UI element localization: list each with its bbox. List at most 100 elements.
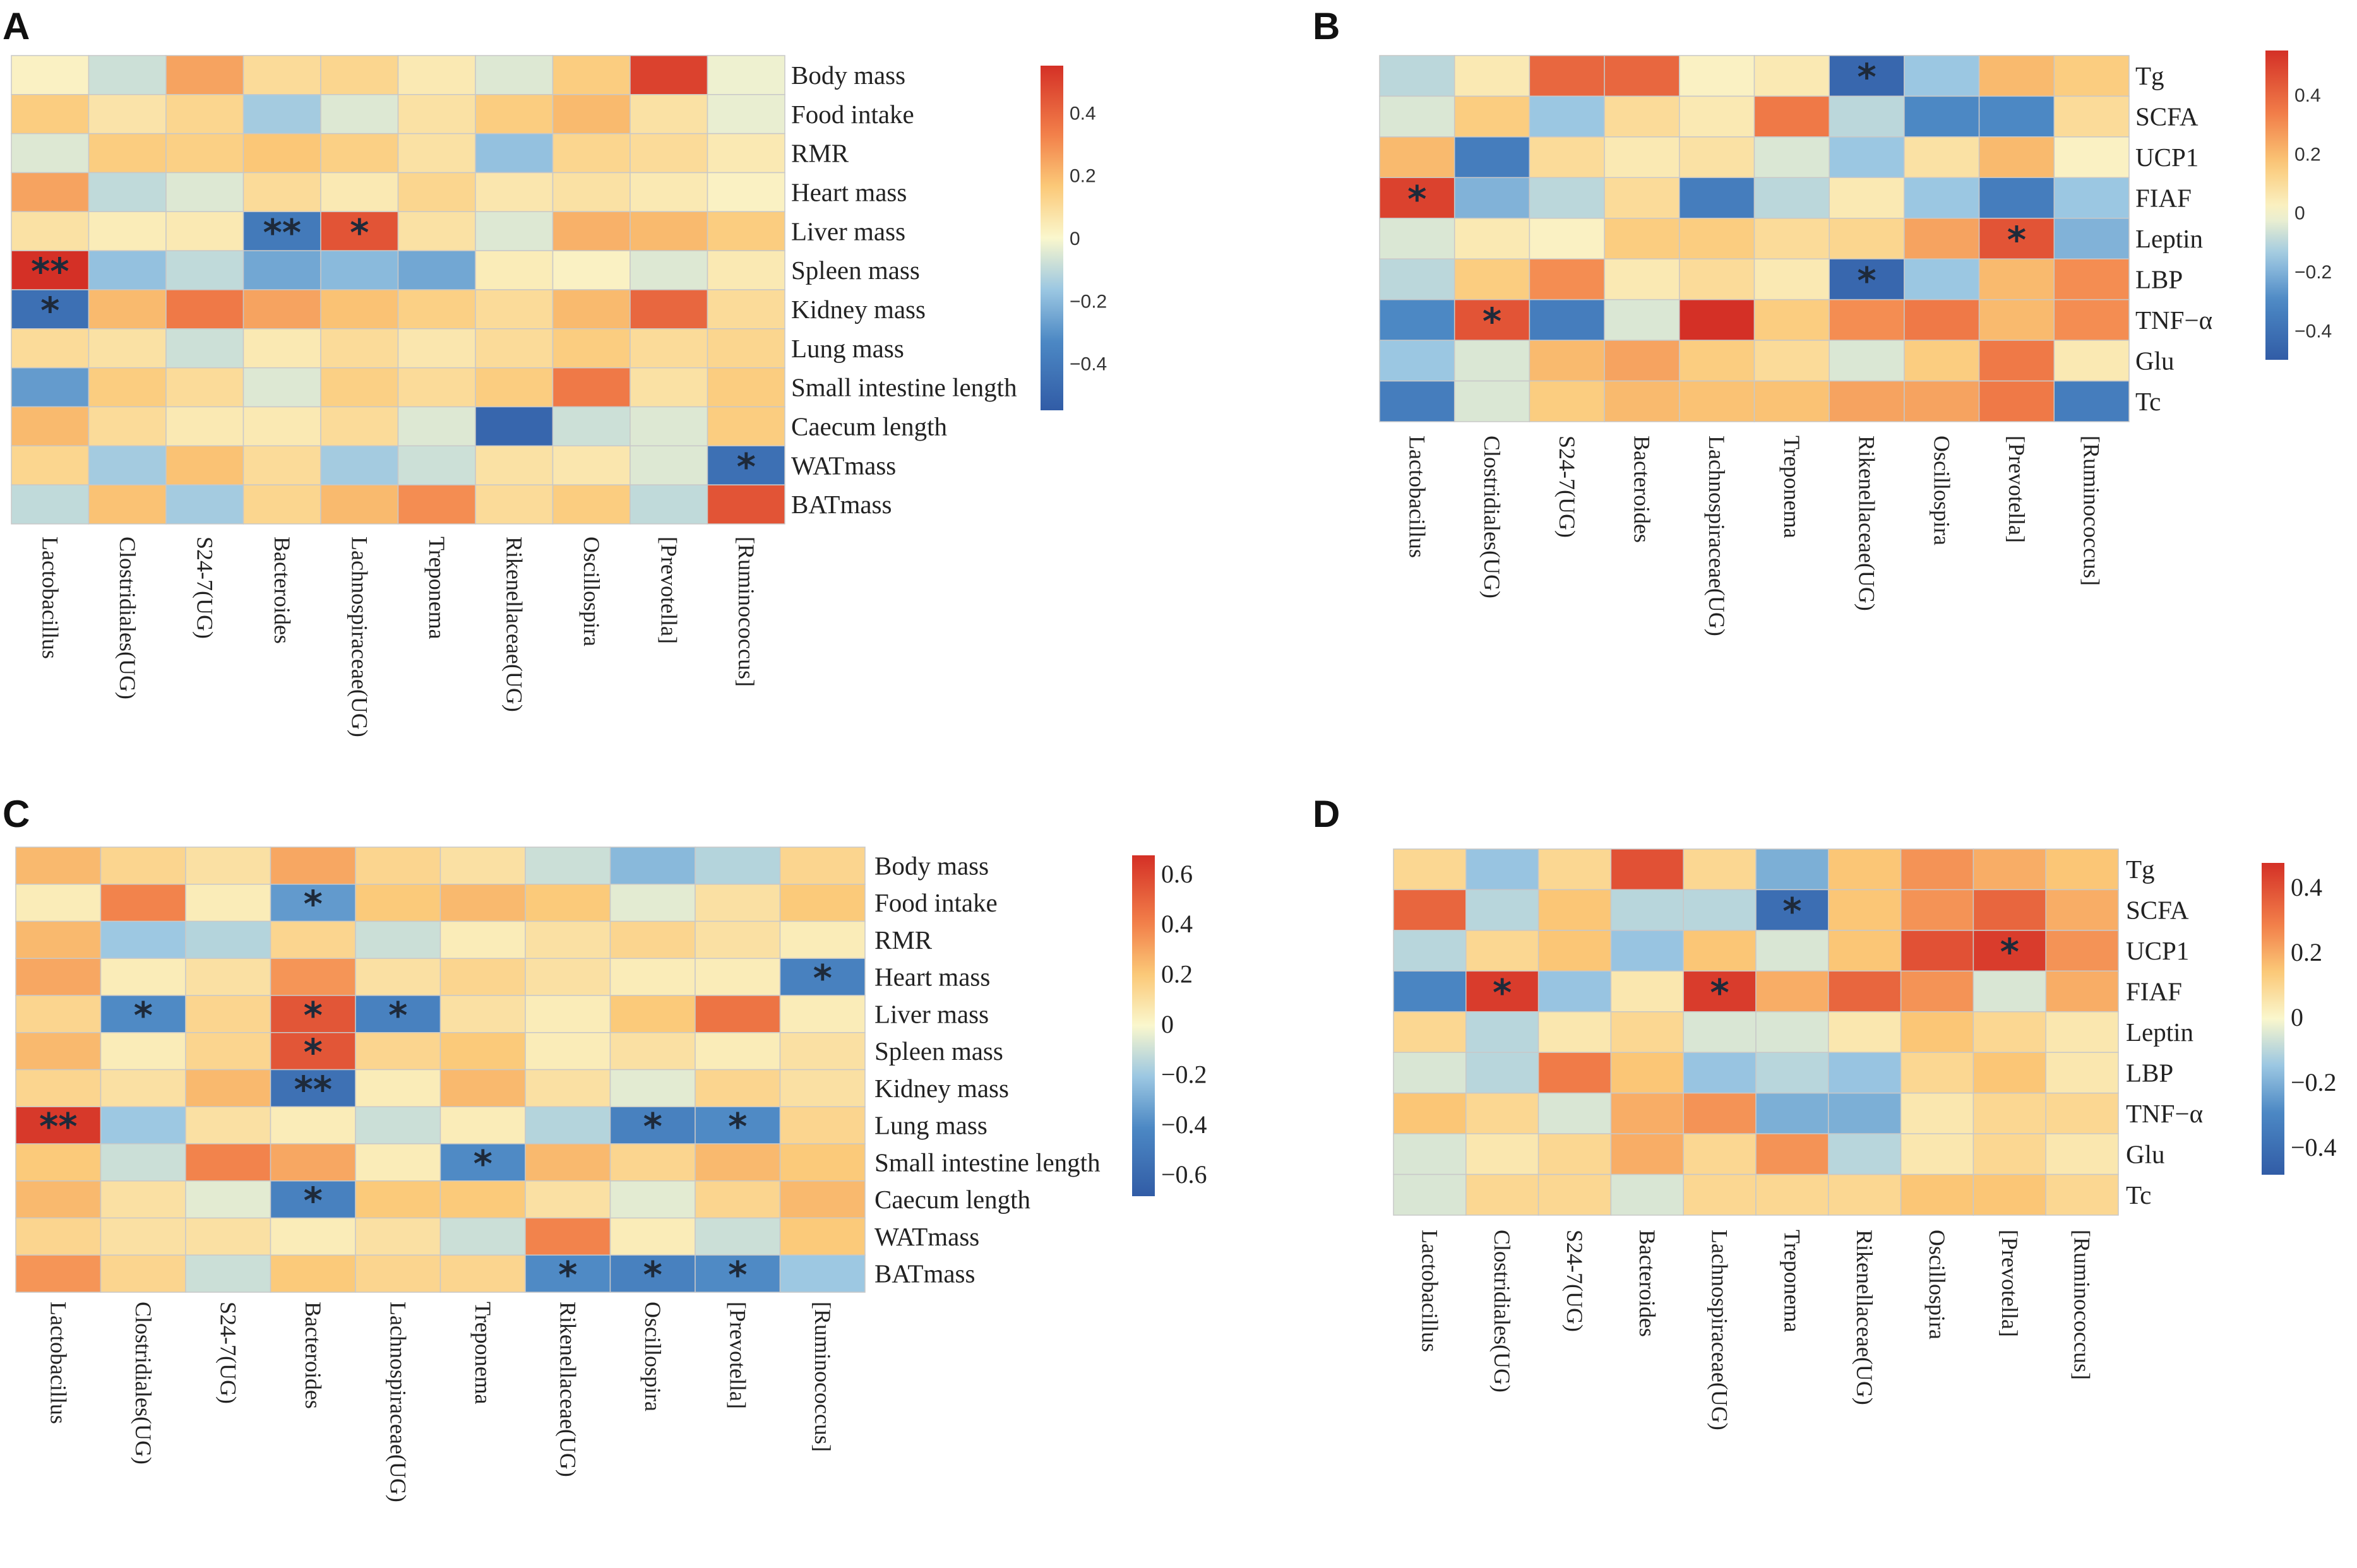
significance-star: *	[40, 289, 59, 332]
heatmap-cell	[1393, 889, 1467, 931]
heatmap-cell	[630, 55, 708, 95]
heatmap-cell	[2053, 340, 2130, 382]
heatmap-cell	[1393, 970, 1467, 1013]
heatmap-cell	[707, 55, 785, 95]
heatmap-cell	[165, 94, 244, 134]
heatmap-cell	[1529, 95, 1605, 138]
heatmap-cell	[355, 1143, 441, 1182]
heatmap-cell	[552, 133, 631, 174]
panel-letter: A	[3, 5, 30, 47]
heatmap-cell	[397, 211, 476, 251]
heatmap-cell	[2053, 55, 2130, 97]
heatmap-cell	[475, 172, 554, 213]
heatmap-cell	[1465, 848, 1539, 891]
heatmap-cell	[2053, 380, 2130, 422]
heatmap-cell	[1978, 299, 2055, 341]
heatmap-cell	[1379, 258, 1455, 300]
heatmap-cell	[1465, 1133, 1539, 1175]
heatmap-cell	[165, 211, 244, 251]
heatmap-cell	[1393, 1173, 1467, 1216]
heatmap-cell	[320, 55, 399, 95]
heatmap-cell	[609, 1032, 696, 1071]
column-label-treponema: Treponema	[424, 537, 450, 639]
heatmap-cell	[1683, 930, 1757, 972]
column-label-bacteroides: Bacteroides	[270, 537, 295, 644]
heatmap-cell	[355, 846, 441, 885]
heatmap-cell	[695, 1032, 781, 1071]
row-label-leptin: Leptin	[2126, 1018, 2193, 1047]
heatmap-cell	[1393, 1052, 1467, 1094]
heatmap-cell	[320, 250, 399, 290]
row-label-small-intestine-length: Small intestine length	[791, 373, 1017, 402]
row-label-batmass: BATmass	[791, 490, 892, 519]
heatmap-cell	[1610, 930, 1684, 972]
row-label-tc: Tc	[2126, 1180, 2151, 1209]
column-label-prevotella: [Prevotella]	[725, 1302, 750, 1409]
significance-star: *	[304, 1179, 323, 1222]
heatmap-cell	[397, 55, 476, 95]
heatmap-cell	[1683, 1173, 1757, 1216]
heatmap-cell	[1978, 258, 2055, 300]
column-label-lactobacillus: Lactobacillus	[1417, 1230, 1442, 1352]
heatmap-cell	[185, 1217, 272, 1256]
heatmap-cell	[320, 406, 399, 447]
heatmap-cell	[15, 1217, 102, 1256]
column-label-lactobacillus: Lactobacillus	[37, 537, 63, 659]
significance-star: *	[2000, 930, 2019, 973]
heatmap-cell	[1753, 380, 1830, 422]
row-label-body-mass: Body mass	[791, 61, 905, 90]
heatmap-cell	[270, 1217, 356, 1256]
heatmap-cell	[397, 94, 476, 134]
heatmap-cell	[475, 328, 554, 369]
colorbar-tick-label: 0.4	[1161, 910, 1193, 938]
row-label-body-mass: Body mass	[874, 851, 989, 880]
heatmap-cell	[2053, 218, 2130, 259]
heatmap-cell	[2045, 848, 2119, 891]
heatmap-cell	[1379, 218, 1455, 259]
heatmap-cell	[100, 884, 186, 922]
heatmap-cell	[1683, 970, 1757, 1013]
heatmap-cell	[779, 1032, 866, 1071]
heatmap-cell	[2053, 95, 2130, 138]
heatmap-cell	[270, 1143, 356, 1182]
colorbar-tick-label: 0.4	[1070, 104, 1096, 124]
heatmap-cell	[1453, 218, 1531, 259]
heatmap-cell	[475, 211, 554, 251]
row-label-food-intake: Food intake	[874, 888, 998, 917]
heatmap-cell	[1753, 299, 1830, 341]
heatmap-cell	[320, 367, 399, 408]
row-label-tg: Tg	[2126, 855, 2155, 884]
colorbar-tick-label: 0	[1070, 229, 1080, 249]
heatmap-cell	[475, 445, 554, 485]
column-label-rikenellaceae-ug: Rikenellaceae(UG)	[1854, 436, 1880, 611]
colorbar	[2262, 863, 2284, 1175]
heatmap-cell	[1679, 258, 1755, 300]
heatmap-cell	[270, 846, 356, 885]
significance-star: *	[728, 1105, 747, 1148]
heatmap-cell	[1900, 889, 1974, 931]
heatmap-cell	[707, 484, 785, 525]
row-label-tc: Tc	[2135, 387, 2161, 416]
heatmap-cell	[779, 920, 866, 959]
row-label-liver-mass: Liver mass	[791, 217, 905, 246]
heatmap-cell	[707, 367, 785, 408]
heatmap-cell	[242, 406, 321, 447]
heatmap-cell	[1978, 136, 2055, 179]
heatmap-cell	[242, 484, 321, 525]
heatmap-cell	[779, 1069, 866, 1108]
heatmap-cell	[1453, 299, 1531, 341]
colorbar-tick-label: −0.2	[1070, 291, 1107, 312]
heatmap-cell	[609, 1143, 696, 1182]
heatmap-cell	[1529, 177, 1605, 219]
heatmap-cell	[1755, 1173, 1829, 1216]
significance-star: *	[474, 1142, 492, 1185]
heatmap-cell	[355, 1180, 441, 1219]
heatmap-cell	[525, 995, 611, 1033]
heatmap-cell	[2045, 1133, 2119, 1175]
heatmap-cell	[695, 884, 781, 922]
heatmap-cell	[552, 367, 631, 408]
heatmap-cell	[1904, 136, 1980, 179]
heatmap-cell	[1679, 380, 1755, 422]
heatmap-cell	[2053, 299, 2130, 341]
colorbar-tick-label: 0.2	[2294, 144, 2321, 165]
